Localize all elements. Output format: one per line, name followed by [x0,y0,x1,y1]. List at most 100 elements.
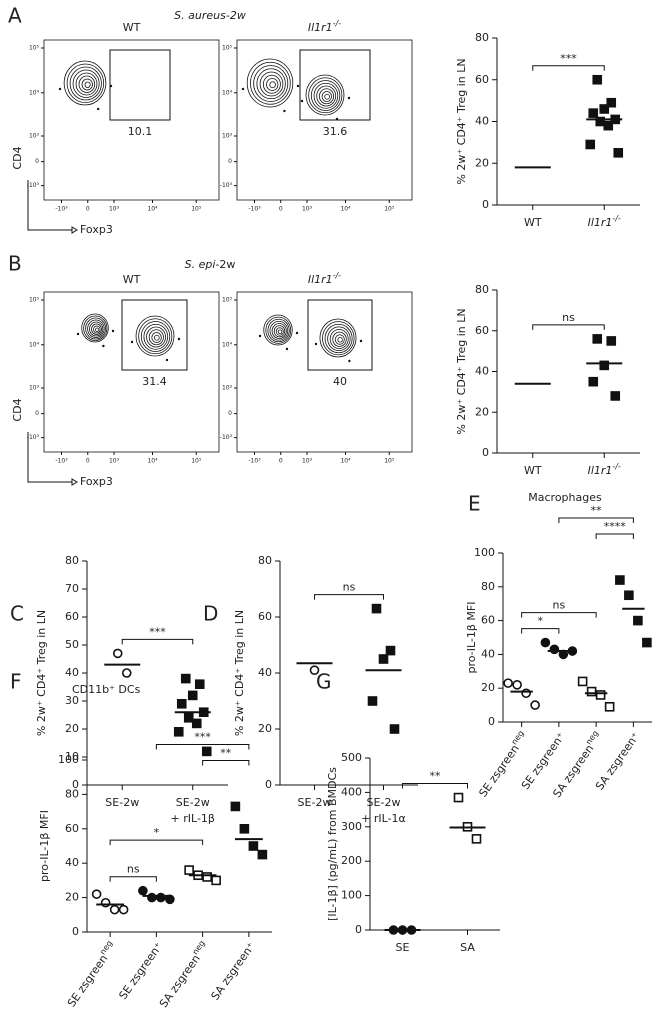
contour [308,77,343,114]
data-point [121,668,132,678]
contour [310,80,341,111]
y-tick-label: -10³ [220,182,233,189]
data-point [512,680,522,690]
y-tick-label: 40 [258,666,272,679]
chart-title: Macrophages [528,491,602,504]
data-point [540,637,551,648]
y-tick-label: 20 [475,156,489,169]
significance-bracket [532,324,605,330]
panel-letter: E [468,492,481,516]
contour [305,74,345,116]
y-tick-label: 10⁴ [29,341,40,348]
gate-frequency: 31.4 [142,375,167,388]
x-tick-label: 10⁴ [147,458,158,465]
contour [78,75,96,93]
gate-frequency: 31.6 [323,125,348,138]
x-tick-label: 0 [86,458,90,465]
y-axis-label: [IL-1β] (pg/mL) from BMDCs [326,767,339,921]
y-tick-label: -10³ [220,434,233,441]
y-tick-label: 100 [341,889,362,902]
y-axis-label: pro-IL-1β MFI [465,602,478,674]
y-tick-label: 0 [228,158,232,165]
data-point [588,376,599,387]
data-point [592,74,603,85]
y-tick-label: 0 [488,715,495,728]
contour [138,318,173,355]
plot-header: WT [123,273,141,286]
data-point [585,139,596,150]
x-tick-label: -10³ [55,458,68,465]
y-tick-label: 10⁵ [222,45,233,52]
data-point [604,701,615,712]
y-tick-label: 0 [228,410,232,417]
contour [324,323,353,354]
gate [299,49,371,121]
contour [66,63,105,103]
data-point [248,841,259,851]
x-tick-label: SA zsgreen⁺ [209,940,258,1003]
y-tick-label: 10⁵ [29,297,40,304]
event-dot [58,87,62,91]
data-point [378,654,389,664]
superscript: neg [510,729,526,747]
contour [316,85,337,107]
y-tick-label: 10³ [29,133,40,140]
contour [259,71,284,97]
data-point [642,637,652,648]
contour [321,91,332,102]
y-axis-label: % 2w⁺ CD4⁺ Treg in LN [233,610,246,736]
data-point [610,391,621,401]
significance-bracket [558,517,634,524]
event-dot [359,339,363,343]
data-point [187,690,198,701]
x-tick-label: SE zsgreenneg [63,939,119,1010]
x-tick-label: SE zsgreen⁺ [116,940,165,1002]
significance-label: ns [127,863,140,876]
x-tick-label: + rIL-1β [171,812,215,825]
y-tick-label: 0 [72,778,79,791]
data-point [624,590,634,601]
contour [334,334,345,345]
data-point [183,712,194,723]
y-tick-label: 60 [481,614,495,627]
contour [63,60,107,106]
x-tick-label: WT [524,216,542,229]
event-dot [283,109,286,113]
contour [95,327,100,332]
y-tick-label: -10³ [27,182,40,189]
significance-bracket [202,759,250,766]
y-tick-label: 10³ [29,385,40,392]
x-tick-label: SE [396,941,410,954]
panel-title: S. aureus-2w [174,9,246,22]
label-part: Il1r1 [308,273,333,286]
data-point [633,615,643,626]
y-tick-label: 300 [341,820,362,833]
y-tick-label: 400 [341,785,362,798]
contour [135,315,175,357]
label-part: Il1r1 [588,216,613,229]
significance-bracket [155,743,250,750]
x-tick-label: 10⁵ [384,206,395,213]
contour [256,68,286,100]
y-tick-label: 200 [341,854,362,867]
gate [121,299,188,371]
data-point [257,849,268,860]
y-tick-label: -10³ [27,434,40,441]
event-dot [296,84,300,88]
label-part: Il1r1 [588,464,613,477]
data-point [100,897,111,908]
panel-letter: A [8,4,22,28]
event-dot [285,347,289,351]
y-tick-label: 0 [35,158,39,165]
x-tick-label: SA zsgreen⁺ [593,730,642,793]
superscript: -/- [333,271,342,280]
contour [327,326,351,352]
significance-bracket [521,612,597,618]
contour [143,323,169,350]
y-tick-label: 0 [72,925,79,938]
label-part: SE zsgreen [65,952,110,1009]
y-tick-label: 20 [481,681,495,694]
data-point [503,678,513,688]
contour [267,318,290,343]
data-point [138,885,148,896]
